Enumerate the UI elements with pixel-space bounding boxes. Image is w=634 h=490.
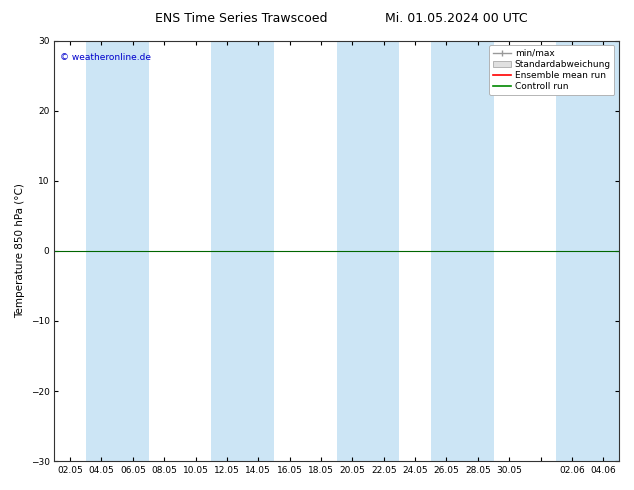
- Bar: [556, 41, 588, 461]
- Bar: [86, 41, 117, 461]
- Text: ENS Time Series Trawscoed: ENS Time Series Trawscoed: [155, 12, 327, 25]
- Bar: [243, 41, 274, 461]
- Bar: [431, 41, 462, 461]
- Text: © weatheronline.de: © weatheronline.de: [60, 53, 151, 62]
- Bar: [211, 41, 243, 461]
- Bar: [368, 41, 399, 461]
- Bar: [117, 41, 148, 461]
- Bar: [337, 41, 368, 461]
- Y-axis label: Temperature 850 hPa (°C): Temperature 850 hPa (°C): [15, 183, 25, 318]
- Bar: [462, 41, 493, 461]
- Bar: [588, 41, 619, 461]
- Text: Mi. 01.05.2024 00 UTC: Mi. 01.05.2024 00 UTC: [385, 12, 527, 25]
- Legend: min/max, Standardabweichung, Ensemble mean run, Controll run: min/max, Standardabweichung, Ensemble me…: [489, 45, 614, 95]
